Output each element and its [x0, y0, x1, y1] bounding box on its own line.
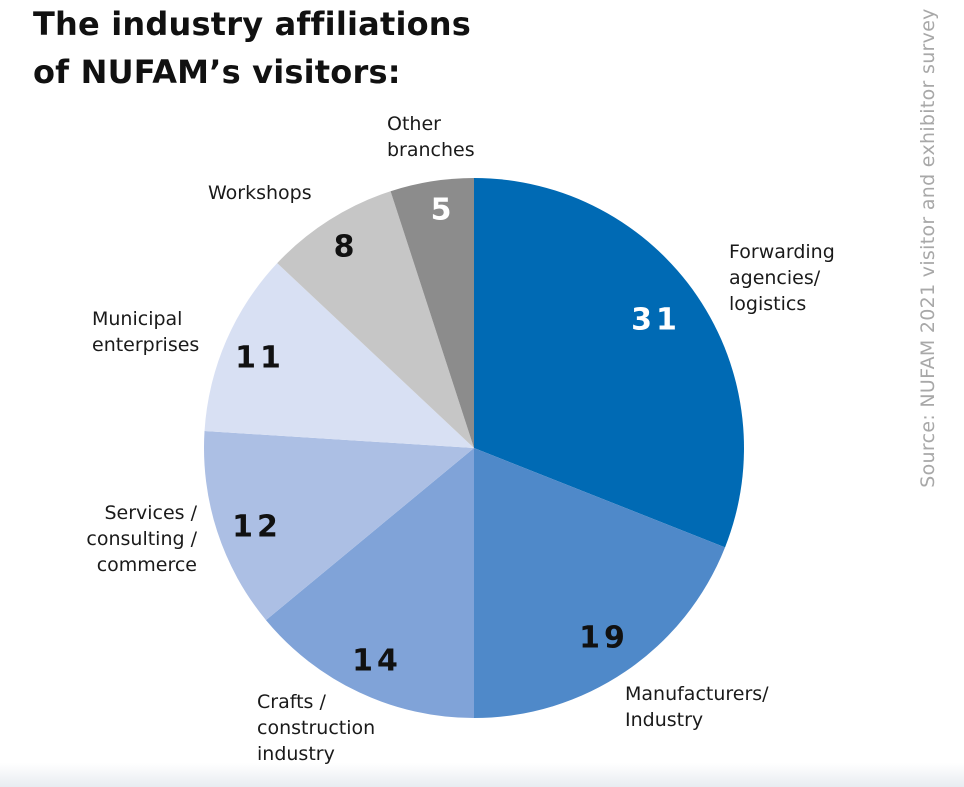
- pie-category-label-line: Workshops: [208, 182, 312, 204]
- pie-value-labels: 31 19 14 12 11 8 5: [232, 193, 681, 679]
- pie-slice: [474, 448, 726, 718]
- pie-value-label: 8: [334, 230, 359, 265]
- pie-slice: [203, 431, 474, 621]
- pie-category-label: Workshops: [208, 182, 312, 204]
- pie-category-label: Services / consulting / commerce: [86, 502, 197, 576]
- chart-title-line-1: The industry affiliations: [33, 5, 472, 43]
- pie-category-labels: Forwarding agencies/logistics Manufacturer…: [86, 113, 834, 765]
- pie-slices: [203, 178, 744, 718]
- pie-category-label-line: commerce: [97, 554, 197, 576]
- pie-category-label-line: Manufacturers/: [625, 683, 769, 705]
- pie-category-label: Crafts / construction industry: [257, 691, 375, 765]
- pie-value-label: 11: [235, 341, 285, 376]
- pie-slice: [265, 448, 474, 718]
- pie-category-label-line: Other: [387, 113, 441, 135]
- pie-category-label-line: Crafts /: [257, 691, 326, 713]
- chart-title-line-2: of NUFAM’s visitors:: [33, 53, 401, 91]
- pie-category-label-line: branches: [387, 139, 475, 161]
- pie-slice: [204, 263, 474, 448]
- pie-category-label-line: Municipal: [92, 308, 182, 330]
- pie-category-label-line: construction: [257, 717, 375, 739]
- pie-category-label-line: consulting /: [86, 528, 197, 550]
- pie-value-label: 5: [431, 193, 456, 228]
- pie-slice: [474, 178, 744, 548]
- pie-category-label: Manufacturers/Industry: [625, 683, 769, 731]
- pie-category-label-line: industry: [257, 743, 335, 765]
- pie-category-label: Forwarding agencies/logistics: [729, 241, 835, 315]
- pie-value-label: 19: [579, 621, 629, 656]
- pie-value-label: 14: [352, 644, 402, 679]
- pie-category-label-line: Forwarding: [729, 241, 835, 263]
- pie-slice: [390, 178, 474, 448]
- pie-category-label-line: enterprises: [92, 334, 199, 356]
- chart-title: The industry affiliations of NUFAM’s vis…: [33, 0, 471, 96]
- pie-slice: [277, 191, 474, 448]
- pie-category-label-line: logistics: [729, 293, 806, 315]
- pie-category-label-line: Services /: [104, 502, 197, 524]
- pie-value-label: 31: [631, 303, 681, 338]
- pie-category-label: Municipal enterprises: [92, 308, 199, 356]
- bottom-strip: [0, 763, 964, 787]
- pie-category-label: Other branches: [387, 113, 475, 161]
- pie-value-label: 12: [232, 510, 282, 545]
- pie-category-label-line: Industry: [625, 709, 703, 731]
- pie-category-label-line: agencies/: [729, 267, 821, 289]
